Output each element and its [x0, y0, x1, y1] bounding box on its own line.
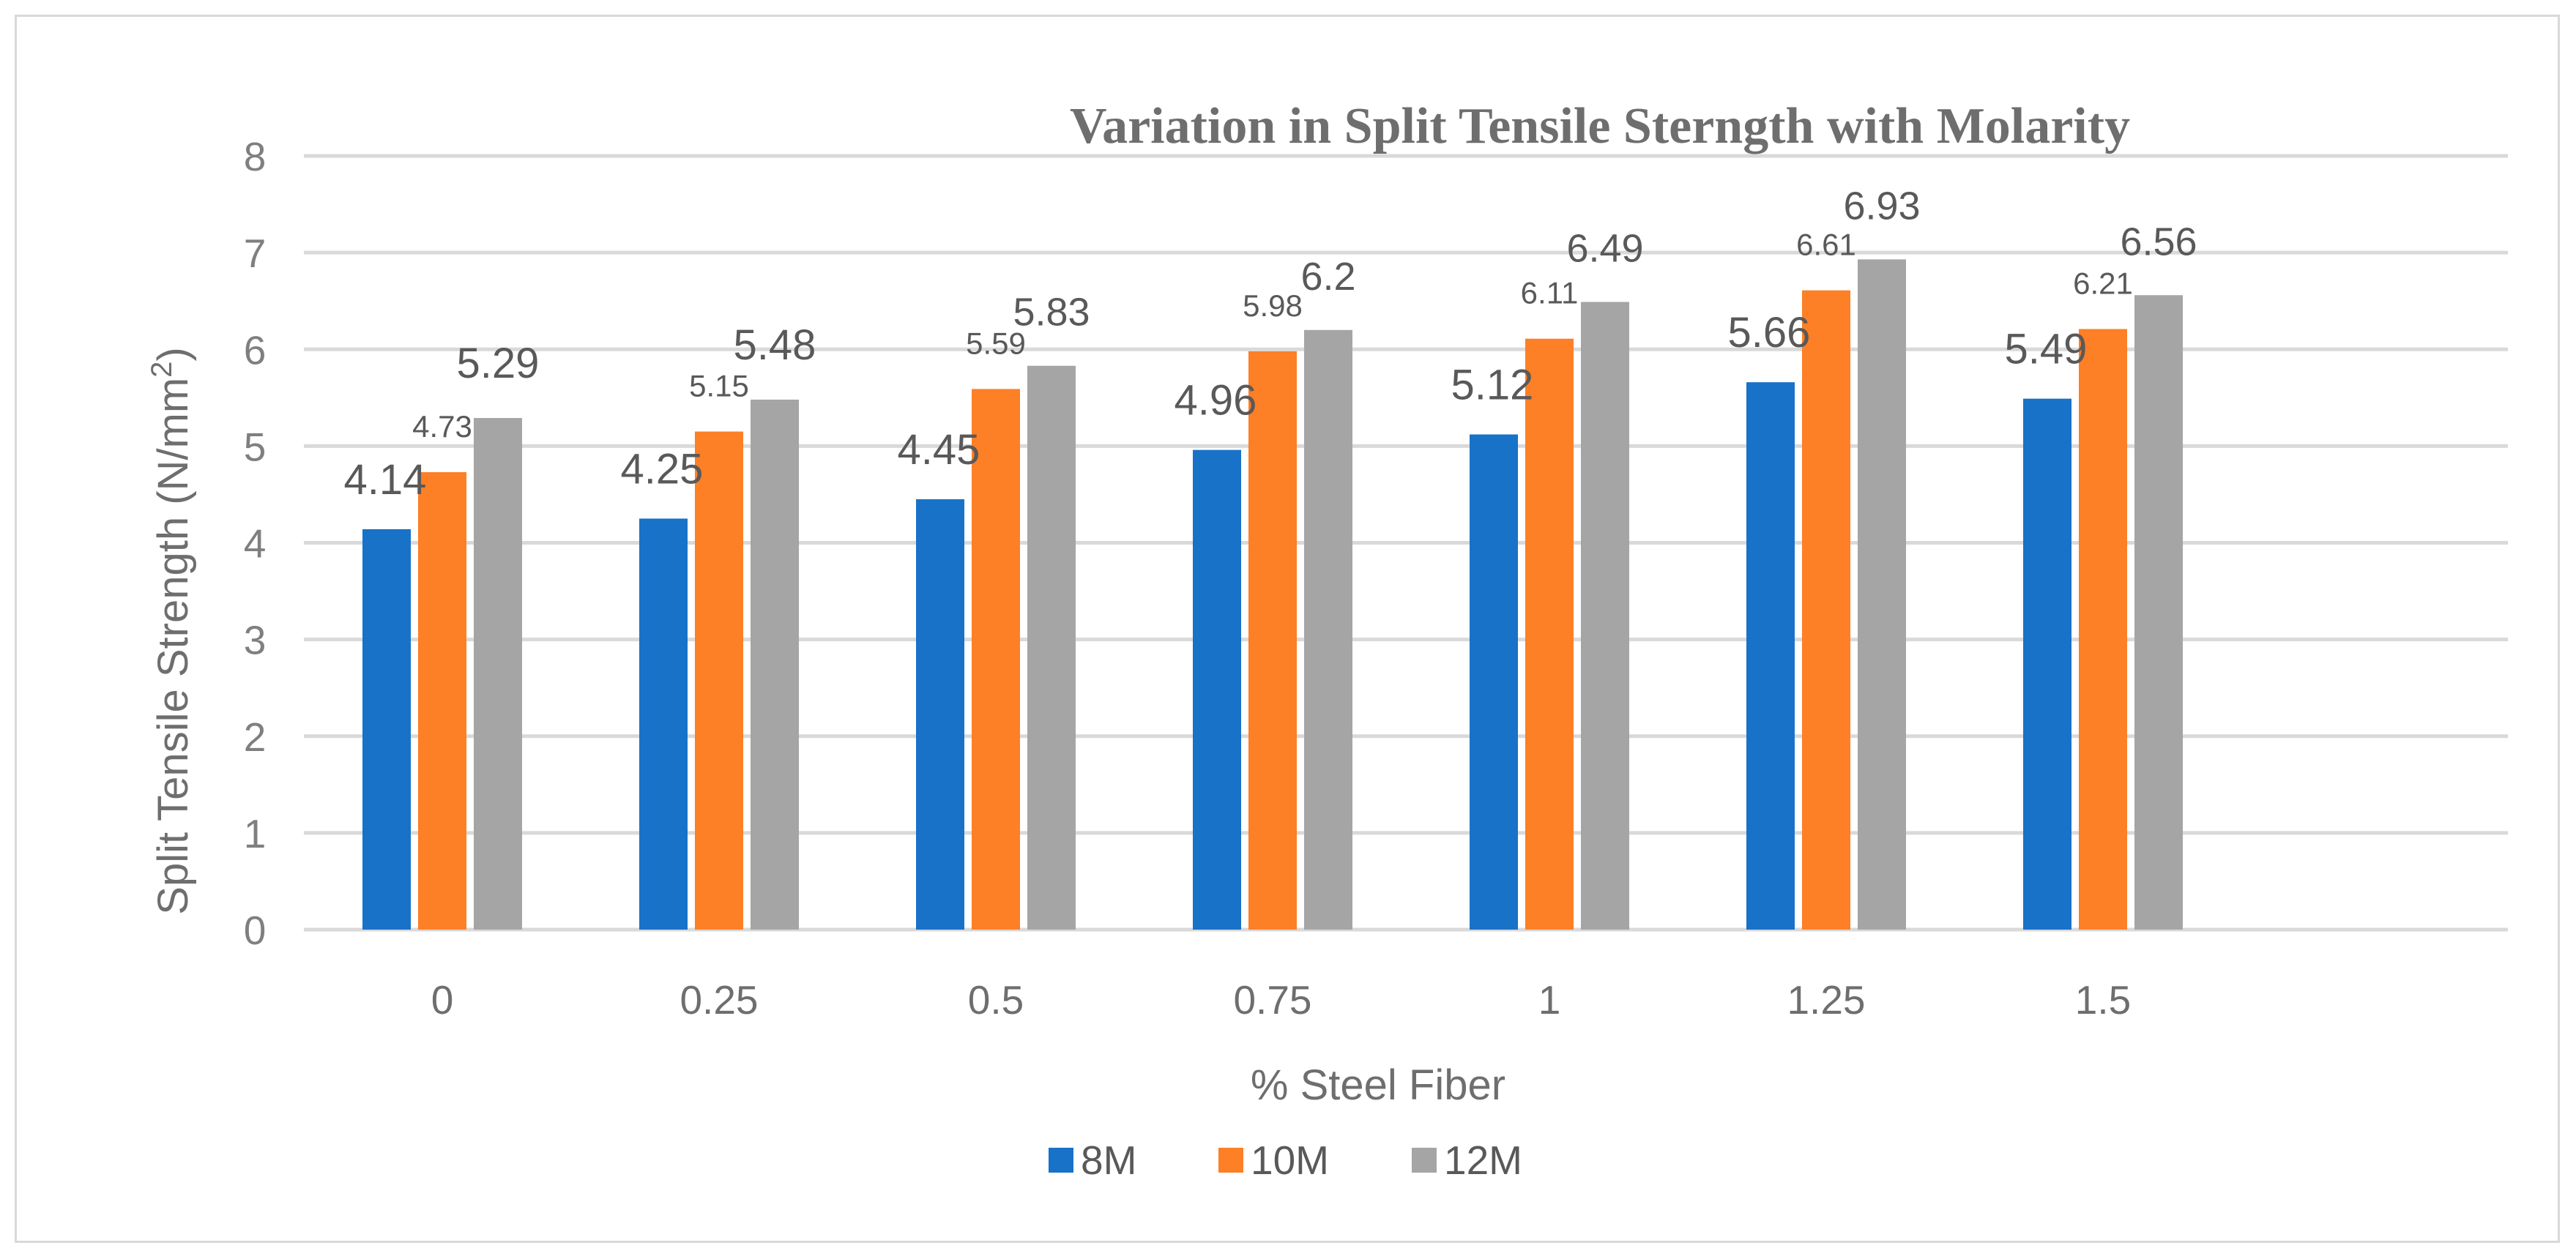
x-tick-label: 0.5 [968, 977, 1024, 1023]
bar-12M-1.25 [1858, 259, 1906, 930]
legend-label-12M: 12M [1444, 1137, 1522, 1183]
x-tick-label: 0 [431, 977, 454, 1023]
bar-10M-1.25 [1802, 290, 1850, 930]
legend-swatch-10M [1218, 1148, 1243, 1173]
bar-12M-0.5 [1027, 365, 1076, 930]
y-axis-title-close: ) [149, 347, 197, 361]
bar-12M-0.75 [1304, 329, 1352, 930]
data-label-8M-0.25: 4.25 [621, 445, 704, 493]
data-label-8M-1: 5.12 [1451, 362, 1534, 409]
y-tick-label: 2 [244, 714, 267, 760]
data-label-10M-1: 6.11 [1521, 276, 1579, 310]
data-labels: 4.14 4.73 5.29 4.25 5.155.48 4.45 5.595.83 4.96… [344, 184, 2197, 504]
chart-title: Variation in Split Tensile Sterngth with… [1070, 98, 2130, 154]
x-axis-title: % Steel Fiber [1251, 1061, 1505, 1109]
x-tick-label: 0.25 [680, 977, 758, 1023]
legend-label-8M: 8M [1081, 1137, 1136, 1183]
y-axis-title: Split Tensile Strength (N/mm2) [146, 347, 197, 914]
data-label-12M-0.5: 5.83 [1013, 291, 1090, 335]
data-label-12M-0.75: 6.2 [1300, 255, 1355, 299]
y-tick-label: 8 [244, 134, 267, 179]
data-label-8M-0.5: 4.45 [898, 426, 980, 474]
data-label-10M-0: 4.73 [412, 409, 472, 444]
bar-10M-0.25 [695, 431, 743, 930]
legend-item-10M: 10M [1218, 1137, 1329, 1183]
data-label-8M-1.5: 5.49 [2005, 326, 2088, 373]
x-tick-label: 1.5 [2075, 977, 2131, 1023]
bar-8M-0.5 [916, 499, 964, 930]
y-tick-label: 5 [244, 424, 267, 469]
data-label-8M-0.75: 4.96 [1175, 377, 1257, 425]
y-axis-ticks: 0 1 2 3 4 5 6 7 8 [244, 134, 267, 953]
bar-12M-0.25 [751, 399, 799, 930]
y-tick-label: 6 [244, 327, 267, 373]
x-tick-label: 0.75 [1233, 977, 1311, 1023]
y-tick-label: 4 [244, 521, 267, 567]
legend-item-12M: 12M [1412, 1137, 1522, 1183]
bar-8M-1.25 [1746, 382, 1795, 930]
data-label-12M-0: 5.29 [457, 340, 540, 387]
bar-8M-0.75 [1193, 449, 1241, 930]
data-label-12M-1.5: 6.56 [2120, 220, 2197, 264]
data-label-10M-1.5: 6.21 [2073, 266, 2133, 301]
data-label-12M-1: 6.49 [1566, 227, 1643, 271]
data-label-8M-0: 4.14 [344, 456, 427, 504]
x-axis-ticks: 0 0.25 0.5 0.75 1 1.25 1.5 [431, 977, 2132, 1023]
data-label-12M-0.25: 5.48 [734, 321, 816, 369]
data-label-12M-1.25: 6.93 [1843, 184, 1920, 228]
data-label-10M-0.75: 5.98 [1243, 288, 1303, 323]
y-tick-label: 7 [244, 231, 267, 276]
legend-swatch-12M [1412, 1148, 1437, 1173]
bars [362, 259, 2183, 930]
bar-12M-1.5 [2134, 295, 2183, 930]
bar-12M-1 [1581, 302, 1629, 930]
x-tick-label: 1 [1538, 977, 1561, 1023]
y-axis-title-main: Split Tensile Strength (N/mm [149, 378, 197, 915]
y-tick-label: 0 [244, 908, 267, 953]
bar-10M-1 [1525, 338, 1574, 930]
legend-swatch-8M [1049, 1148, 1073, 1173]
data-label-10M-0.5: 5.59 [966, 326, 1026, 360]
bar-10M-0.75 [1248, 351, 1297, 930]
y-axis-title-superscript: 2 [146, 362, 178, 378]
legend: 8M 10M 12M [1049, 1137, 1522, 1183]
bar-10M-1.5 [2079, 329, 2127, 930]
y-tick-label: 3 [244, 618, 267, 663]
bar-8M-1 [1470, 434, 1518, 930]
y-tick-label: 1 [244, 811, 267, 856]
data-label-8M-1.25: 5.66 [1728, 309, 1811, 356]
legend-item-8M: 8M [1049, 1137, 1136, 1183]
bar-8M-1.5 [2023, 398, 2071, 930]
x-tick-label: 1.25 [1787, 977, 1865, 1023]
bar-10M-0 [418, 472, 466, 930]
bar-8M-0 [362, 529, 411, 930]
bar-8M-0.25 [639, 518, 688, 930]
bar-10M-0.5 [972, 389, 1020, 930]
data-label-10M-0.25: 5.15 [689, 369, 749, 403]
data-label-10M-1.25: 6.61 [1796, 228, 1856, 262]
legend-label-10M: 10M [1251, 1137, 1329, 1183]
bar-12M-0 [474, 418, 522, 930]
